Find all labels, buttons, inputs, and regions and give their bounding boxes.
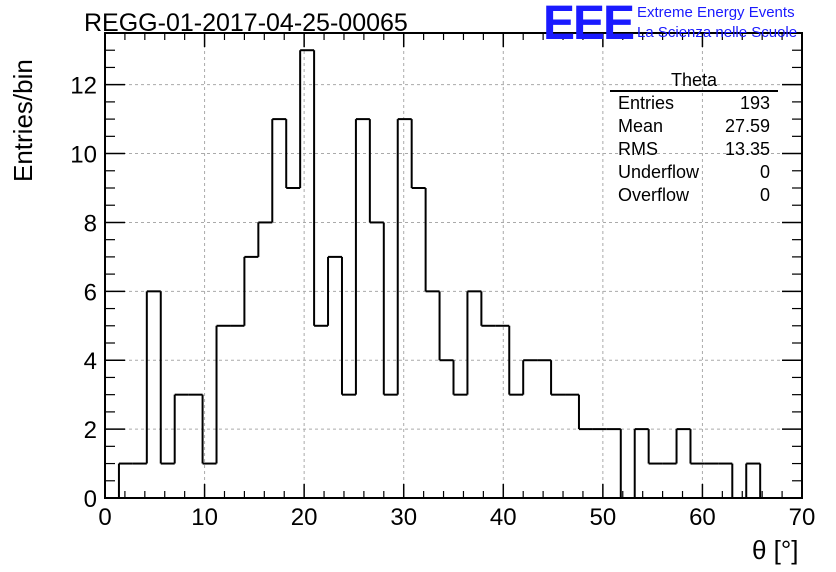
y-tick-label: 8	[84, 210, 97, 237]
logo-line-2: La Scienza nelle Scuole	[637, 24, 798, 41]
x-tick-label: 40	[490, 504, 517, 531]
histogram-series	[117, 49, 762, 499]
stats-label: Entries	[618, 93, 675, 113]
y-tick-label: 0	[84, 486, 97, 513]
stats-value: 0	[759, 185, 770, 205]
axis-ticks	[104, 32, 803, 499]
x-tick-label: 70	[789, 504, 816, 531]
stats-value: 27.59	[724, 116, 770, 136]
axis-tick-labels: 0 10 20 30 40 50 60 70 0 2 4 6 8 10 12	[70, 73, 815, 531]
chart-title: REGG-01-2017-04-25-00065	[84, 9, 408, 37]
x-tick-label: 20	[291, 504, 318, 531]
stats-row-entries: Entries 193	[610, 92, 778, 115]
stats-row-rms: RMS 13.35	[610, 138, 778, 161]
stats-row-underflow: Underflow 0	[610, 161, 778, 184]
x-tick-label: 60	[689, 504, 716, 531]
x-tick-label: 0	[98, 504, 111, 531]
stats-row-overflow: Overflow 0	[610, 184, 778, 207]
x-tick-label: 10	[191, 504, 218, 531]
stats-label: RMS	[618, 139, 658, 159]
stats-value: 0	[759, 162, 770, 182]
eee-logo: EEE	[543, 0, 635, 50]
stats-label: Overflow	[618, 185, 690, 205]
x-tick-label: 30	[390, 504, 417, 531]
plot-frame	[104, 32, 803, 499]
y-tick-label: 2	[84, 417, 97, 444]
y-tick-label: 12	[70, 73, 97, 100]
stats-label: Underflow	[618, 162, 700, 182]
x-tick-label: 50	[590, 504, 617, 531]
stats-box: Theta Entries 193 Mean 27.59 RMS 13.35 U…	[610, 70, 778, 207]
logo-line-1: Extreme Energy Events	[637, 4, 795, 21]
x-axis-label: θ [°]	[752, 535, 799, 565]
y-axis-label: Entries/bin	[8, 59, 38, 182]
stats-row-mean: Mean 27.59	[610, 115, 778, 138]
y-tick-label: 4	[84, 348, 97, 375]
y-tick-label: 10	[70, 142, 97, 169]
stats-label: Mean	[618, 116, 664, 136]
stats-value: 193	[739, 93, 770, 113]
stats-title: Theta	[610, 70, 778, 92]
stats-value: 13.35	[724, 139, 770, 159]
y-tick-label: 6	[84, 279, 97, 306]
